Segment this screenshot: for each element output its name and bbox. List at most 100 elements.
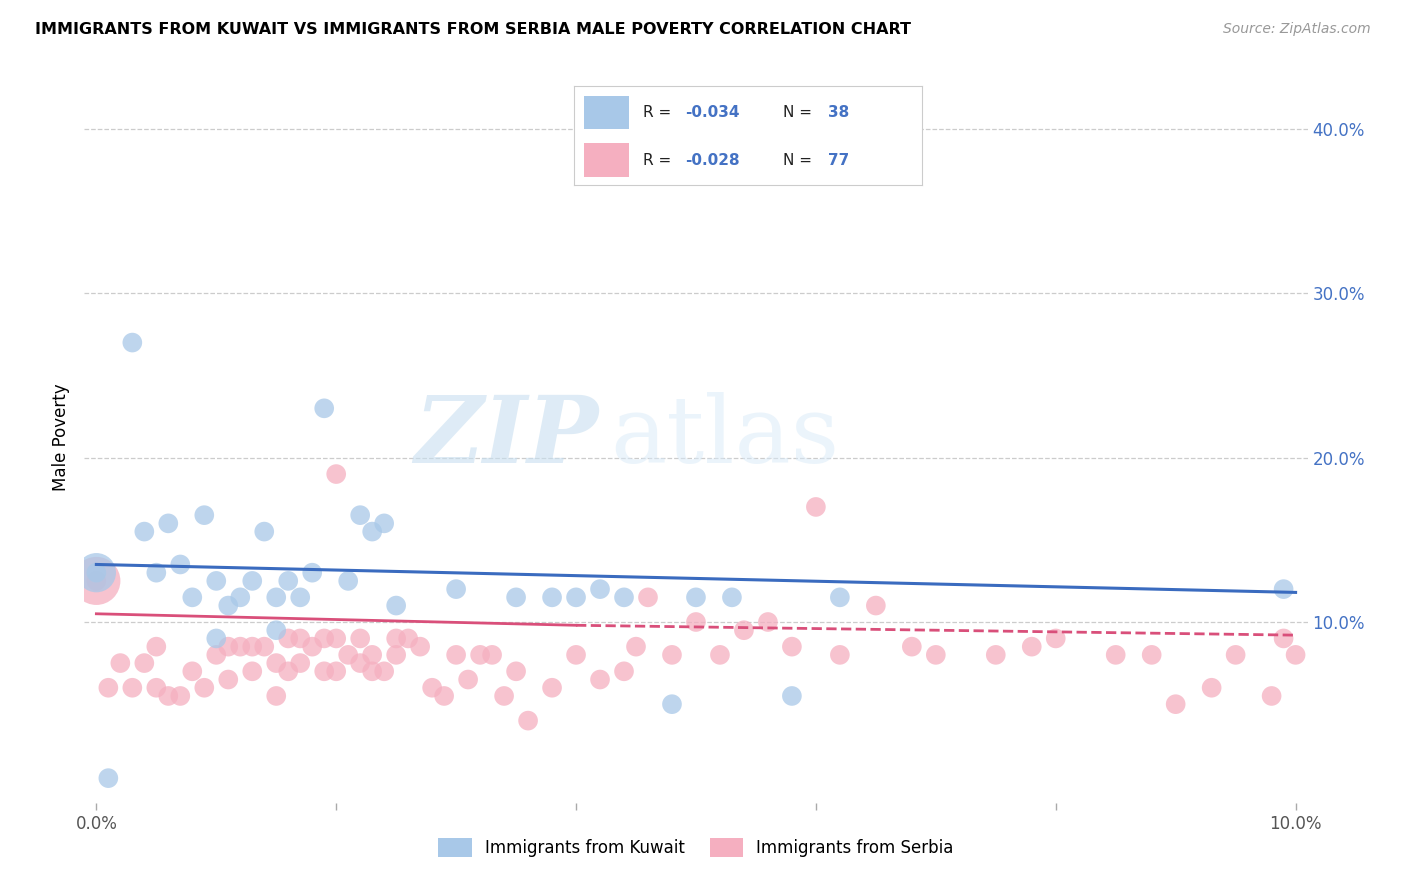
Point [541,681,564,695]
Point [685,591,707,605]
Point [361,665,384,679]
Point [134,524,156,539]
Point [240,574,263,588]
Point [361,648,384,662]
Point [205,632,228,646]
Point [409,640,432,654]
Point [444,648,467,662]
Point [277,574,299,588]
Point [86,574,108,588]
Point [565,591,588,605]
Point [481,648,503,662]
Point [804,500,827,514]
Point [205,648,228,662]
Point [253,524,276,539]
Point [517,714,540,728]
Point [901,640,924,654]
Point [145,681,167,695]
Point [589,673,612,687]
Point [86,566,108,580]
Point [157,689,180,703]
Point [361,524,384,539]
Point [145,566,167,580]
Point [468,648,491,662]
Point [97,771,120,785]
Point [217,599,239,613]
Point [828,648,851,662]
Point [637,591,659,605]
Point [865,599,887,613]
Point [613,591,636,605]
Point [420,681,443,695]
Point [314,632,336,646]
Point [349,656,371,670]
Point [709,648,731,662]
Point [325,467,347,481]
Point [110,656,132,670]
Text: ZIP: ZIP [413,392,598,482]
Point [314,665,336,679]
Point [301,640,323,654]
Point [229,591,252,605]
Point [685,615,707,629]
Point [1105,648,1128,662]
Point [661,697,683,711]
Point [444,582,467,596]
Point [290,591,312,605]
Point [721,591,744,605]
Point [217,673,239,687]
Point [205,574,228,588]
Point [157,516,180,531]
Point [396,632,419,646]
Point [984,648,1007,662]
Point [589,582,612,596]
Point [134,656,156,670]
Point [121,681,143,695]
Point [1272,582,1295,596]
Point [505,665,527,679]
Point [240,640,263,654]
Point [349,632,371,646]
Point [1164,697,1187,711]
Point [1045,632,1067,646]
Point [373,516,395,531]
Point [181,591,204,605]
Point [264,624,287,638]
Point [253,640,276,654]
Point [565,648,588,662]
Point [1284,648,1306,662]
Point [1260,689,1282,703]
Point [349,508,371,523]
Point [733,624,755,638]
Point [264,689,287,703]
Point [325,665,347,679]
Point [277,632,299,646]
Point [1201,681,1223,695]
Point [457,673,479,687]
Point [290,656,312,670]
Point [433,689,456,703]
Point [97,681,120,695]
Point [240,665,263,679]
Point [301,566,323,580]
Point [1021,640,1043,654]
Point [925,648,948,662]
Point [541,591,564,605]
Point [661,648,683,662]
Y-axis label: Male Poverty: Male Poverty [52,384,70,491]
Point [86,574,108,588]
Legend: Immigrants from Kuwait, Immigrants from Serbia: Immigrants from Kuwait, Immigrants from … [432,831,960,864]
Point [337,574,360,588]
Point [193,508,215,523]
Point [780,640,803,654]
Point [181,665,204,679]
Point [290,632,312,646]
Text: IMMIGRANTS FROM KUWAIT VS IMMIGRANTS FROM SERBIA MALE POVERTY CORRELATION CHART: IMMIGRANTS FROM KUWAIT VS IMMIGRANTS FRO… [35,22,911,37]
Point [385,632,408,646]
Point [1140,648,1163,662]
Point [314,401,336,416]
Point [385,599,408,613]
Point [121,335,143,350]
Point [624,640,647,654]
Point [1272,632,1295,646]
